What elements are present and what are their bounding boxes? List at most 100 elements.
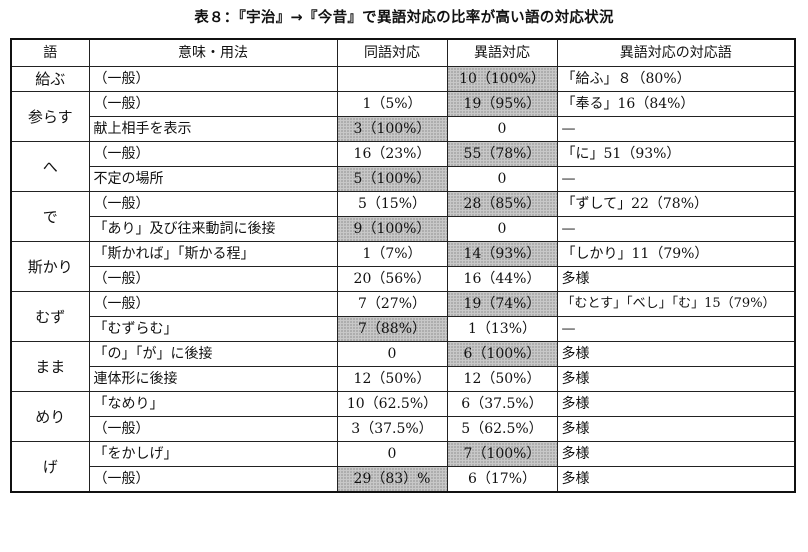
diff-cell: 28（85%） bbox=[446, 191, 558, 217]
word-cell: 給ぶ bbox=[10, 66, 90, 92]
table-row: 給ぶ （一般） 10（100%） 「給ふ」８（80%） bbox=[10, 66, 796, 92]
table-row: 不定の場所 5（100%） 0 — bbox=[11, 166, 796, 192]
header-row: 語 意味・用法 同語対応 異語対応 異語対応の対応語 bbox=[10, 38, 796, 67]
same-cell: 12（50%） bbox=[336, 366, 448, 392]
corr-cell: — bbox=[556, 216, 796, 242]
correspondence-table: 語 意味・用法 同語対応 異語対応 異語対応の対応語 給ぶ （一般） 10（10… bbox=[10, 38, 796, 493]
diff-cell: 19（95%） bbox=[446, 91, 558, 117]
corr-cell: 「ずして」22（78%） bbox=[556, 191, 796, 217]
same-cell: 1（7%） bbox=[336, 241, 448, 267]
sense-cell: 「あり」及び往来動詞に後接 bbox=[88, 216, 338, 242]
word-cell: むず bbox=[10, 291, 90, 342]
corr-cell: 多様 bbox=[556, 441, 796, 467]
table-row: へ （一般） 16（23%） 55（78%） 「に」51（93%） bbox=[10, 141, 796, 192]
table-row: 参らす （一般） 1（5%） 19（95%） 「奉る」16（84%） bbox=[10, 91, 796, 142]
diff-cell: 12（50%） bbox=[446, 366, 558, 392]
corr-cell: — bbox=[556, 166, 796, 192]
same-cell: 9（100%） bbox=[336, 216, 448, 242]
table-row: 「あり」及び往来動詞に後接 9（100%） 0 — bbox=[11, 216, 796, 242]
diff-cell: 5（62.5%） bbox=[446, 416, 558, 442]
same-cell: 3（100%） bbox=[336, 116, 448, 142]
diff-cell: 1（13%） bbox=[446, 316, 558, 342]
same-cell: 3（37.5%） bbox=[336, 416, 448, 442]
same-cell: 16（23%） bbox=[336, 141, 448, 167]
word-cell: まま bbox=[10, 341, 90, 392]
sense-cell: （一般） bbox=[88, 66, 338, 92]
word-cell: 参らす bbox=[10, 91, 90, 142]
table-row: （一般） 29（83）% 6（17%） 多様 bbox=[11, 466, 796, 493]
diff-cell: 10（100%） bbox=[446, 66, 558, 92]
corr-cell: 多様 bbox=[556, 466, 796, 493]
table-row: 連体形に後接 12（50%） 12（50%） 多様 bbox=[11, 366, 796, 392]
corr-cell: 「むとす」「べし」「む」15（79%） bbox=[556, 291, 796, 317]
sense-cell: 「斯かれば」「斯かる程」 bbox=[88, 241, 338, 267]
word-cell: めり bbox=[10, 391, 90, 442]
same-cell bbox=[336, 66, 448, 92]
table-row: まま 「の」「が」に後接 0 6（100%） 多様 bbox=[10, 341, 796, 392]
sense-cell: （一般） bbox=[88, 191, 338, 217]
word-cell: 斯かり bbox=[10, 241, 90, 292]
corr-cell: 多様 bbox=[556, 366, 796, 392]
same-cell: 7（88%） bbox=[336, 316, 448, 342]
diff-cell: 6（37.5%） bbox=[446, 391, 558, 417]
same-cell: 20（56%） bbox=[336, 266, 448, 292]
diff-cell: 19（74%） bbox=[446, 291, 558, 317]
corr-cell: — bbox=[556, 316, 796, 342]
corr-cell: — bbox=[556, 116, 796, 142]
diff-cell: 0 bbox=[446, 166, 558, 192]
table-row: むず （一般） 7（27%） 19（74%） 「むとす」「べし」「む」15（79… bbox=[10, 291, 796, 342]
table-title: 表８：『宇治』→『今昔』で異語対応の比率が高い語の対応状況 bbox=[194, 10, 614, 26]
corr-cell: 多様 bbox=[556, 416, 796, 442]
diff-cell: 16（44%） bbox=[446, 266, 558, 292]
table-row: で （一般） 5（15%） 28（85%） 「ずして」22（78%） bbox=[10, 191, 796, 242]
sense-cell: 献上相手を表示 bbox=[88, 116, 338, 142]
same-cell: 29（83）% bbox=[336, 466, 448, 493]
same-cell: 10（62.5%） bbox=[336, 391, 448, 417]
sense-cell: （一般） bbox=[88, 91, 338, 117]
corr-cell: 「奉る」16（84%） bbox=[556, 91, 796, 117]
diff-cell: 0 bbox=[446, 216, 558, 242]
corr-cell: 「しかり」11（79%） bbox=[556, 241, 796, 267]
sense-cell: 「むずらむ」 bbox=[88, 316, 338, 342]
sense-cell: （一般） bbox=[88, 416, 338, 442]
sense-cell: （一般） bbox=[88, 291, 338, 317]
header-corr: 異語対応の対応語 bbox=[556, 38, 796, 67]
diff-cell: 0 bbox=[446, 116, 558, 142]
diff-cell: 7（100%） bbox=[446, 441, 558, 467]
table-row: （一般） 3（37.5%） 5（62.5%） 多様 bbox=[11, 416, 796, 442]
table-row: 献上相手を表示 3（100%） 0 — bbox=[11, 116, 796, 142]
sense-cell: 連体形に後接 bbox=[88, 366, 338, 392]
table-row: げ 「をかしげ」 0 7（100%） 多様 bbox=[10, 441, 796, 493]
sense-cell: 「の」「が」に後接 bbox=[88, 341, 338, 367]
header-diff: 異語対応 bbox=[446, 38, 558, 67]
diff-cell: 14（93%） bbox=[446, 241, 558, 267]
word-cell: げ bbox=[10, 441, 90, 493]
same-cell: 5（15%） bbox=[336, 191, 448, 217]
table-row: （一般） 20（56%） 16（44%） 多様 bbox=[11, 266, 796, 292]
header-same: 同語対応 bbox=[336, 38, 448, 67]
diff-cell: 55（78%） bbox=[446, 141, 558, 167]
corr-cell: 多様 bbox=[556, 391, 796, 417]
header-sense: 意味・用法 bbox=[88, 38, 338, 67]
diff-cell: 6（100%） bbox=[446, 341, 558, 367]
header-word: 語 bbox=[10, 38, 90, 67]
corr-cell: 多様 bbox=[556, 266, 796, 292]
same-cell: 1（5%） bbox=[336, 91, 448, 117]
sense-cell: 「をかしげ」 bbox=[88, 441, 338, 467]
sense-cell: （一般） bbox=[88, 266, 338, 292]
same-cell: 5（100%） bbox=[336, 166, 448, 192]
table-row: めり 「なめり」 10（62.5%） 6（37.5%） 多様 bbox=[10, 391, 796, 442]
sense-cell: 「なめり」 bbox=[88, 391, 338, 417]
sense-cell: 不定の場所 bbox=[88, 166, 338, 192]
same-cell: 7（27%） bbox=[336, 291, 448, 317]
corr-cell: 「給ふ」８（80%） bbox=[556, 66, 796, 92]
table-row: 「むずらむ」 7（88%） 1（13%） — bbox=[11, 316, 796, 342]
word-cell: で bbox=[10, 191, 90, 242]
table-row: 斯かり 「斯かれば」「斯かる程」 1（7%） 14（93%） 「しかり」11（7… bbox=[10, 241, 796, 292]
diff-cell: 6（17%） bbox=[446, 466, 558, 493]
word-cell: へ bbox=[10, 141, 90, 192]
sense-cell: （一般） bbox=[88, 141, 338, 167]
sense-cell: （一般） bbox=[88, 466, 338, 493]
corr-cell: 「に」51（93%） bbox=[556, 141, 796, 167]
corr-cell: 多様 bbox=[556, 341, 796, 367]
